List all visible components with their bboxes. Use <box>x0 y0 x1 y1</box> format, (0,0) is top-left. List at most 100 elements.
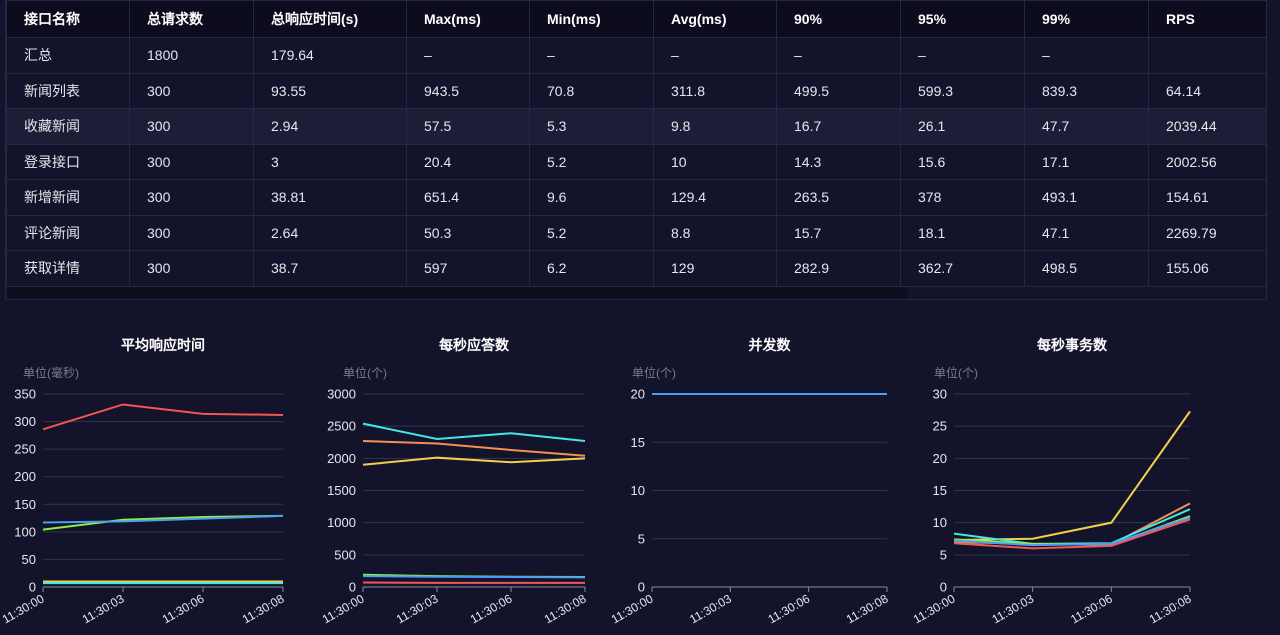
x-tick-label: 11:30:08 <box>844 591 891 626</box>
table-cell: 493.1 <box>1025 180 1149 216</box>
y-axis-unit-label: 单位(个) <box>934 365 978 380</box>
table-cell: 597 <box>407 251 530 287</box>
x-tick-label: 11:30:00 <box>609 591 656 626</box>
chart-title: 平均响应时间 <box>121 337 205 353</box>
table-cell: 17.1 <box>1025 144 1149 180</box>
table-cell: 10 <box>654 144 777 180</box>
table-cell: – <box>407 38 530 74</box>
y-tick-label: 0 <box>349 580 356 595</box>
x-tick-label: 11:30:08 <box>542 591 589 626</box>
table-cell: 26.1 <box>901 109 1025 145</box>
table-cell: 9.6 <box>530 180 654 216</box>
x-tick-label: 11:30:06 <box>160 591 207 626</box>
table-cell: 9.8 <box>654 109 777 145</box>
series-line[interactable] <box>43 404 283 429</box>
column-header: Max(ms) <box>407 1 530 38</box>
table-cell: 129 <box>654 251 777 287</box>
table-cell: 新闻列表 <box>7 73 130 109</box>
table-cell: 154.61 <box>1149 180 1268 216</box>
y-tick-label: 5 <box>940 547 947 562</box>
table-cell: 282.9 <box>777 251 901 287</box>
x-tick-label: 11:30:08 <box>1147 591 1194 626</box>
table-cell: 70.8 <box>530 73 654 109</box>
series-line[interactable] <box>363 441 585 456</box>
y-tick-label: 1500 <box>327 483 356 498</box>
y-tick-label: 5 <box>638 531 645 546</box>
table-cell: 3 <box>254 144 407 180</box>
table-cell: 129.4 <box>654 180 777 216</box>
y-tick-label: 350 <box>14 387 36 402</box>
table-cell: 651.4 <box>407 180 530 216</box>
table-cell: 38.81 <box>254 180 407 216</box>
y-tick-label: 15 <box>631 435 645 450</box>
stats-table: 接口名称总请求数总响应时间(s)Max(ms)Min(ms)Avg(ms)90%… <box>6 0 1267 287</box>
y-axis-unit-label: 单位(个) <box>343 365 387 380</box>
table-cell: 6.2 <box>530 251 654 287</box>
y-tick-label: 20 <box>631 387 645 402</box>
x-tick-label: 11:30:00 <box>320 591 367 626</box>
table-cell: 378 <box>901 180 1025 216</box>
y-tick-label: 300 <box>14 414 36 429</box>
table-cell: 839.3 <box>1025 73 1149 109</box>
x-tick-label: 11:30:06 <box>468 591 515 626</box>
table-cell: 14.3 <box>777 144 901 180</box>
table-cell: 16.7 <box>777 109 901 145</box>
table-cell: 5.2 <box>530 144 654 180</box>
table-cell: 93.55 <box>254 73 407 109</box>
column-header: 95% <box>901 1 1025 38</box>
table-cell: 评论新闻 <box>7 215 130 251</box>
y-tick-label: 150 <box>14 497 36 512</box>
table-cell: – <box>901 38 1025 74</box>
table-cell: 汇总 <box>7 38 130 74</box>
table-cell: 新增新闻 <box>7 180 130 216</box>
table-cell: 300 <box>130 109 254 145</box>
chart-title: 并发数 <box>749 337 792 353</box>
column-header: RPS <box>1149 1 1268 38</box>
column-header: Avg(ms) <box>654 1 777 38</box>
y-tick-label: 200 <box>14 469 36 484</box>
table-cell: – <box>1025 38 1149 74</box>
y-tick-label: 0 <box>638 580 645 595</box>
table-cell: 50.3 <box>407 215 530 251</box>
series-line[interactable] <box>43 516 283 523</box>
column-header: Min(ms) <box>530 1 654 38</box>
table-cell <box>1149 38 1268 74</box>
table-cell: 2039.44 <box>1149 109 1268 145</box>
table-cell: 362.7 <box>901 251 1025 287</box>
series-line[interactable] <box>954 509 1190 544</box>
table-cell: 300 <box>130 144 254 180</box>
x-tick-label: 11:30:00 <box>0 591 47 626</box>
table-cell: 2002.56 <box>1149 144 1268 180</box>
y-tick-label: 3000 <box>327 387 356 402</box>
table-cell: 登录接口 <box>7 144 130 180</box>
y-axis-unit-label: 单位(个) <box>632 365 676 380</box>
y-tick-label: 1000 <box>327 515 356 530</box>
y-tick-label: 0 <box>29 580 36 595</box>
x-tick-label: 11:30:06 <box>1068 591 1115 626</box>
horizontal-scrollbar[interactable] <box>7 287 909 299</box>
table-header-row: 接口名称总请求数总响应时间(s)Max(ms)Min(ms)Avg(ms)90%… <box>7 1 1268 38</box>
table-cell: 499.5 <box>777 73 901 109</box>
table-cell: 2.64 <box>254 215 407 251</box>
column-header: 90% <box>777 1 901 38</box>
table-cell: 47.1 <box>1025 215 1149 251</box>
column-header: 接口名称 <box>7 1 130 38</box>
y-tick-label: 10 <box>631 483 645 498</box>
column-header: 总响应时间(s) <box>254 1 407 38</box>
series-line[interactable] <box>363 576 585 577</box>
x-tick-label: 11:30:00 <box>911 591 958 626</box>
table-cell: 1800 <box>130 38 254 74</box>
x-tick-label: 11:30:08 <box>240 591 287 626</box>
stats-table-container: 接口名称总请求数总响应时间(s)Max(ms)Min(ms)Avg(ms)90%… <box>5 0 1267 300</box>
series-line[interactable] <box>954 411 1190 540</box>
y-tick-label: 30 <box>933 387 947 402</box>
